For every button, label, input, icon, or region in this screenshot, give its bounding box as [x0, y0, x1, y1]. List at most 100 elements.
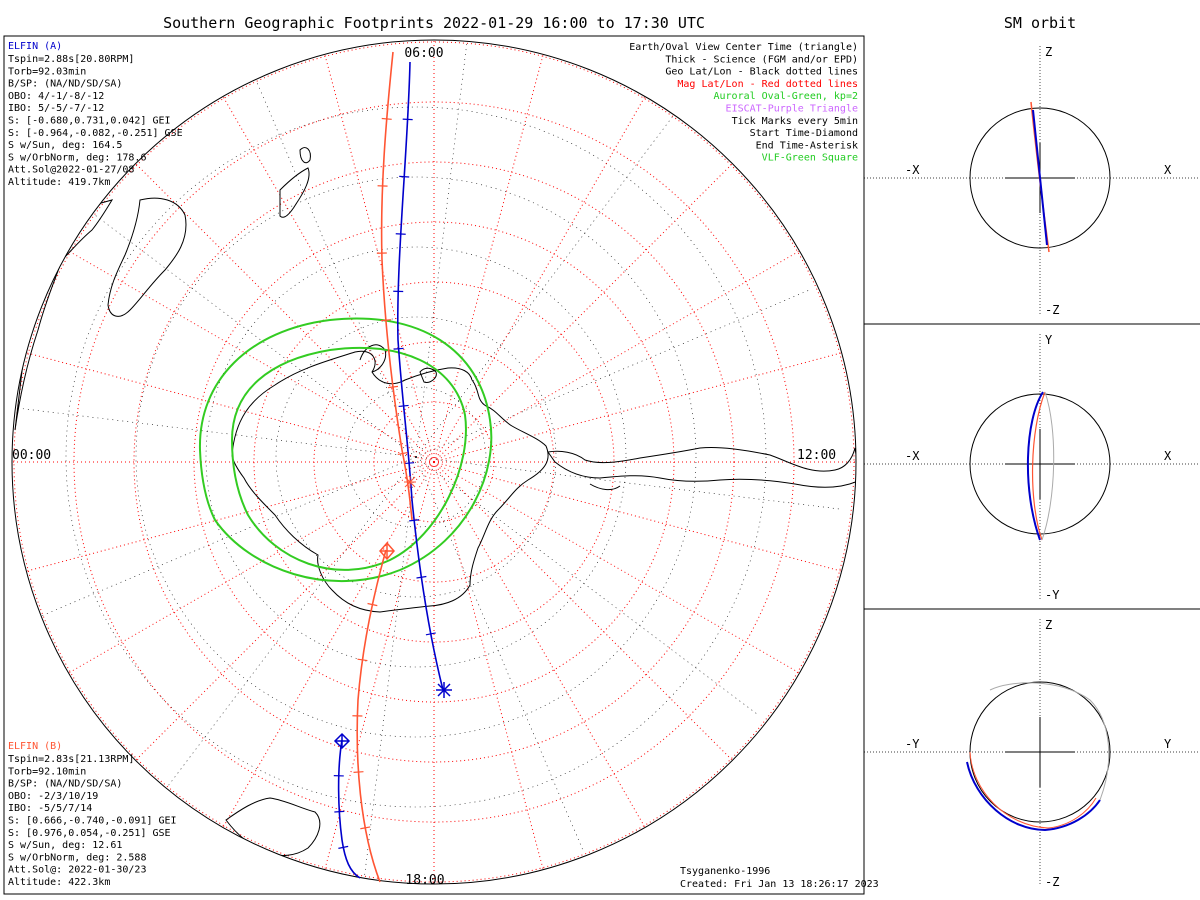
orbit-panel-1: Z -Z -X X	[864, 45, 1200, 317]
elfin-a-start-diamond	[333, 732, 351, 750]
tick-mark	[360, 826, 371, 830]
elfin-b-orbit	[1031, 391, 1046, 541]
auroral-oval-inner	[230, 346, 467, 571]
geo-lat-circle	[345, 386, 487, 528]
orbit-panels: Z -Z -X X Y -Y -X X Z -Z -Y Y	[864, 45, 1200, 889]
tick-mark	[398, 404, 409, 408]
elfin-a-info-line: Altitude: 419.7km	[8, 177, 110, 188]
geo-lon-line	[247, 61, 417, 458]
tick-mark	[393, 347, 404, 350]
orbit-reference	[1041, 391, 1055, 541]
tick-mark	[409, 519, 420, 522]
auroral-oval-outer	[198, 317, 493, 583]
axis-label-bottom: -Y	[1045, 588, 1060, 602]
elfin-b-asterisk	[404, 476, 416, 488]
orbit-title: SM orbit	[1004, 14, 1076, 32]
tick-mark	[404, 462, 415, 465]
earth-circle	[969, 107, 1111, 249]
elfin-b-info-line: S: [0.666,-0.740,-0.091] GEI	[8, 816, 177, 827]
geo-lon-line	[415, 456, 843, 510]
time-label-top: 06:00	[404, 46, 443, 61]
elfin-a-orbit	[966, 761, 1101, 832]
tick-mark	[387, 385, 399, 389]
orbit-panel-2: Y -Y -X X	[864, 333, 1200, 602]
created-label: Created: Fri Jan 13 18:26:17 2023	[680, 879, 879, 890]
elfin-a-info-line: OBO: 4/-1/-8/-12	[8, 91, 104, 102]
mag-lon-line	[18, 461, 435, 574]
geo-lon-line	[12, 404, 417, 458]
mag-lon-line	[129, 461, 435, 767]
legend-entry: VLF-Green Square	[762, 153, 858, 164]
mag-lon-line	[433, 461, 739, 767]
legend: Earth/Oval View Center Time (triangle)Th…	[629, 42, 858, 164]
map-boundary	[11, 39, 857, 885]
time-label-right: 12:00	[797, 448, 836, 463]
axis-label-right: X	[1164, 163, 1172, 177]
elfin-a-info-line: Tspin=2.88s[20.80RPM]	[8, 54, 134, 65]
elfin-a-track-lower	[337, 739, 361, 879]
elfin-b-info-line: IBO: -5/5/7/14	[8, 803, 92, 814]
mag-lon-line	[433, 461, 546, 878]
orbit-panel-3: Z -Z -Y Y	[864, 618, 1200, 889]
geo-lat-circle	[275, 316, 557, 598]
elfin-a-track	[396, 61, 444, 691]
map-title: Southern Geographic Footprints 2022-01-2…	[163, 14, 705, 32]
axis-label-left: -X	[905, 163, 920, 177]
tick-mark	[416, 575, 427, 579]
tick-mark	[367, 602, 378, 607]
elfin-b-info-line: S: [0.976,0.054,-0.251] GSE	[8, 828, 171, 839]
elfin-a-orbit	[1032, 109, 1048, 246]
axis-label-bottom: -Z	[1045, 303, 1059, 317]
legend-entry: End Time-Asterisk	[756, 140, 858, 151]
geo-lon-line	[363, 456, 417, 884]
elfin-b-orbit	[969, 751, 1097, 829]
elfin-b-info-line: OBO: -2/3/10/19	[8, 791, 98, 802]
legend-entry: Mag Lat/Lon - Red dotted lines	[677, 79, 858, 90]
mag-lon-line	[61, 461, 435, 678]
elfin-b-name: ELFIN (B)	[8, 741, 62, 752]
orbit-reference	[989, 682, 1110, 801]
elfin-a-info: ELFIN (A) Tspin=2.88s[20.80RPM]Torb=92.0…	[8, 41, 183, 188]
geo-latlon-grid	[12, 40, 843, 884]
auroral-ovals	[198, 317, 493, 583]
legend-entry: Earth/Oval View Center Time (triangle)	[629, 42, 858, 53]
geo-lat-circle	[65, 106, 767, 808]
elfin-b-track-south	[356, 549, 387, 883]
legend-entry: EISCAT-Purple Triangle	[726, 104, 858, 115]
elfin-a-tick-marks	[333, 118, 436, 849]
geo-lat-circle	[205, 246, 627, 668]
tick-mark	[357, 658, 368, 662]
axis-label-top: Z	[1045, 45, 1052, 59]
legend-entry: Tick Marks every 5min	[732, 116, 858, 127]
elfin-a-orbit	[1026, 391, 1044, 541]
axis-label-left: -Y	[905, 737, 920, 751]
elfin-a-info-line: IBO: 5/-5/-7/-12	[8, 103, 104, 114]
mag-lon-line	[433, 461, 650, 835]
mag-lon-line	[433, 461, 807, 678]
elfin-a-info-line: Att.Sol@2022-01-27/08	[8, 165, 134, 176]
axis-label-top: Y	[1045, 333, 1053, 347]
elfin-a-info-line: B/SP: (NA/ND/SD/SA)	[8, 79, 122, 90]
elfin-b-info-line: Torb=92.10min	[8, 766, 86, 777]
axis-label-right: X	[1164, 449, 1172, 463]
axis-label-top: Z	[1045, 618, 1052, 632]
tick-mark	[397, 451, 408, 456]
tick-mark	[425, 632, 436, 636]
elfin-a-info-line: S w/OrbNorm, deg: 178.6	[8, 152, 146, 163]
elfin-b-info-line: B/SP: (NA/ND/SD/SA)	[8, 779, 122, 790]
geo-lon-line	[20, 456, 417, 626]
elfin-a-info-line: Torb=92.03min	[8, 66, 86, 77]
elfin-b-info-line: Tspin=2.83s[21.13RPM]	[8, 754, 134, 765]
elfin-b-info: ELFIN (B) Tspin=2.83s[21.13RPM]Torb=92.1…	[8, 741, 177, 888]
legend-entry: Geo Lat/Lon - Black dotted lines	[665, 67, 858, 78]
legend-entry: Thick - Science (FGM and/or EPD)	[665, 54, 858, 65]
mag-lon-line	[433, 350, 850, 463]
tick-mark	[380, 319, 391, 322]
axis-label-left: -X	[905, 449, 920, 463]
tick-mark	[353, 771, 364, 773]
elfin-a-end-asterisk	[436, 682, 452, 698]
elfin-b-info-line: Att.Sol@: 2022-01-30/23	[8, 865, 146, 876]
geo-lon-line	[415, 288, 812, 458]
geo-lon-line	[415, 456, 585, 853]
